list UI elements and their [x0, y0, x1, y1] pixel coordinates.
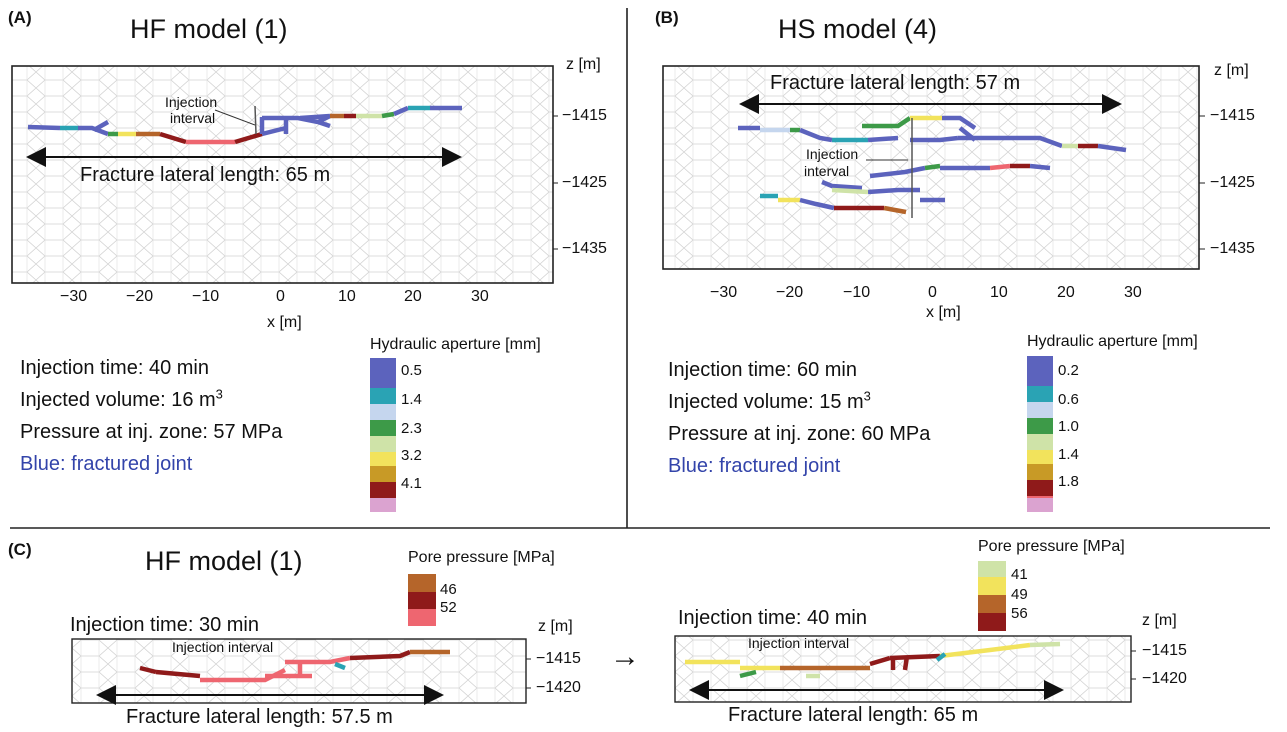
panel-c-left-fractures — [139, 649, 450, 683]
panel-a-injection-label: interval — [170, 110, 216, 126]
panel-b-x-tick: −30 — [710, 284, 738, 301]
panel-b-legend-value: 1.4 — [1058, 446, 1079, 463]
panel-b-x-tick: 20 — [1057, 284, 1075, 301]
panel-a-plot-frame — [11, 65, 554, 284]
panel-a-title: HF model (1) — [130, 14, 288, 44]
panel-a-x-tick: 10 — [338, 288, 356, 305]
panel-a-z-tick: −1415 — [562, 107, 607, 124]
panel-c-left-time: Injection time: 30 min — [70, 614, 259, 636]
panel-b-x-tick: 0 — [928, 284, 937, 301]
panel-b-pressure: Pressure at inj. zone: 60 MPa — [668, 423, 931, 445]
panel-b-legend-value: 0.2 — [1058, 362, 1079, 379]
panel-c-left-legend-value: 46 — [440, 581, 457, 598]
panel-a-info: Injection time: 40 min Injected volume: … — [20, 352, 282, 480]
panel-b-legend-title: Hydraulic aperture [mm] — [1027, 333, 1198, 350]
panel-b-legend-value: 0.6 — [1058, 391, 1079, 408]
panel-a-legend-value: 4.1 — [401, 475, 422, 492]
panel-b-injection-label: Injection — [806, 146, 859, 162]
panel-a-x-tick: 20 — [404, 288, 422, 305]
panel-b-legend-value: 1.8 — [1058, 473, 1079, 490]
panel-a-x-tick: −30 — [60, 288, 88, 305]
panel-b-colorbar — [1027, 356, 1053, 512]
panel-b-legend-value: 1.0 — [1058, 418, 1079, 435]
panel-b-colorbar-end — [1027, 498, 1053, 512]
panel-c-right-legend-value: 41 — [1011, 566, 1028, 583]
panel-a-fracture-length: Fracture lateral length: 65 m — [80, 164, 331, 186]
panel-a-x-tick: −20 — [126, 288, 154, 305]
panel-a-x-tick: 30 — [471, 288, 489, 305]
panel-b-z-axis-label: z [m] — [1214, 62, 1249, 79]
panel-a-injection-time: Injection time: 40 min — [20, 357, 209, 379]
panel-a-colorbar — [370, 358, 396, 512]
panel-c-left-fracture-length: Fracture lateral length: 57.5 m — [126, 706, 393, 728]
panel-a-pressure: Pressure at inj. zone: 57 MPa — [20, 421, 283, 443]
panel-a-legend-value: 3.2 — [401, 447, 422, 464]
panel-b-x-axis-label: x [m] — [926, 304, 961, 321]
panel-b-label: (B) — [655, 8, 679, 27]
panel-a-label: (A) — [8, 8, 32, 27]
panel-a-legend-value: 1.4 — [401, 391, 422, 408]
panel-c-title: HF model (1) — [145, 546, 303, 576]
panel-c-right-colorbar — [978, 561, 1006, 631]
panel-c-right-legend-title: Pore pressure [MPa] — [978, 538, 1125, 555]
panel-b-z-tick: −1415 — [1210, 107, 1255, 124]
panel-a-z-tick: −1425 — [562, 174, 607, 191]
panel-a-injection-label: Injection — [165, 94, 218, 110]
panel-a-fractures — [27, 105, 462, 145]
panel-b-x-tick: 30 — [1124, 284, 1142, 301]
panel-b-injected-volume: Injected volume: 15 m3 — [668, 388, 871, 413]
panel-b-z-tick: −1425 — [1210, 174, 1255, 191]
panel-a-injected-volume: Injected volume: 16 m3 — [20, 386, 223, 411]
panel-b-injection-label: interval — [804, 163, 850, 179]
panel-c-right-z-axis-label: z [m] — [1142, 612, 1177, 629]
panel-a-x-tick: −10 — [192, 288, 220, 305]
panel-b-x-tick: −20 — [776, 284, 804, 301]
panel-c-left-z-tick: −1415 — [536, 650, 581, 667]
panel-a-blue-note: Blue: fractured joint — [20, 453, 193, 475]
panel-c-right-time: Injection time: 40 min — [678, 607, 867, 629]
panel-c-right-legend-value: 49 — [1011, 586, 1028, 603]
panel-c-right-legend-value: 56 — [1011, 605, 1028, 622]
panel-a-x-axis-label: x [m] — [267, 314, 302, 331]
panel-c-left-z-tick: −1420 — [536, 679, 581, 696]
panel-a-legend-title: Hydraulic aperture [mm] — [370, 336, 541, 353]
panel-b-x-tick: −10 — [843, 284, 871, 301]
panel-b-x-tick: 10 — [990, 284, 1008, 301]
panel-a-legend-value: 0.5 — [401, 362, 422, 379]
panel-c-right-z-tick: −1420 — [1142, 670, 1187, 687]
panel-b-injection-time: Injection time: 60 min — [668, 359, 857, 381]
panel-c-right-z-tick: −1415 — [1142, 642, 1187, 659]
panel-c-left-colorbar — [408, 574, 436, 626]
panel-b-blue-note: Blue: fractured joint — [668, 455, 841, 477]
panel-b-z-tick: −1435 — [1210, 240, 1255, 257]
panel-c-left-legend-title: Pore pressure [MPa] — [408, 549, 555, 566]
panel-b-info: Injection time: 60 min Injected volume: … — [668, 354, 930, 482]
panel-b-fracture-length: Fracture lateral length: 57 m — [770, 72, 1021, 94]
panel-a-z-tick: −1435 — [562, 240, 607, 257]
panel-a-legend-value: 2.3 — [401, 420, 422, 437]
panel-a-colorbar-end — [370, 498, 396, 512]
arrow-icon: → — [610, 640, 640, 673]
panel-a-x-tick: 0 — [276, 288, 285, 305]
panel-c-right-injection-label: Injection interval — [748, 635, 850, 651]
panel-c-right-fractures — [685, 641, 1061, 679]
panel-c-left-legend-value: 52 — [440, 599, 457, 616]
panel-c-left-z-axis-label: z [m] — [538, 618, 573, 635]
panel-c-label: (C) — [8, 540, 32, 559]
panel-b-title: HS model (4) — [778, 14, 938, 44]
panel-a-z-axis-label: z [m] — [566, 56, 601, 73]
panel-c-left-injection-label: Injection interval — [172, 639, 274, 655]
panel-c-right-fracture-length: Fracture lateral length: 65 m — [728, 704, 979, 726]
